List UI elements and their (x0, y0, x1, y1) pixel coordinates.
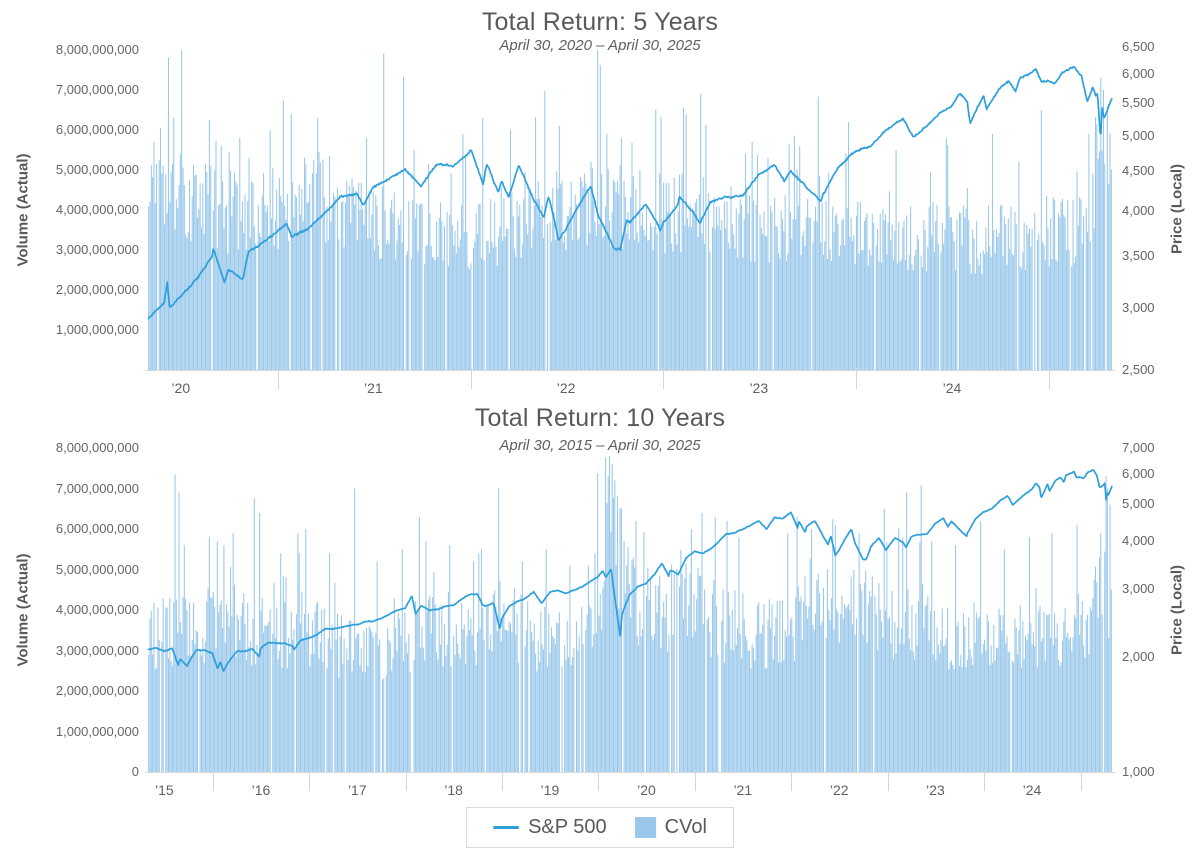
volume-tick-label: 2,000,000,000 (55, 683, 139, 698)
volume-tick-label: 0 (131, 764, 139, 779)
legend-label-cvol: CVol (664, 816, 707, 838)
volume-tick-label: 5,000,000,000 (55, 162, 139, 177)
price-tick-label: 4,000 (1122, 203, 1155, 219)
year-label: ’20 (637, 782, 656, 798)
price-tick-label: 2,000 (1122, 648, 1155, 664)
price-tick-label: 5,000 (1122, 127, 1155, 143)
price-tick-label: 5,000 (1122, 496, 1155, 512)
year-label: ’20 (171, 380, 191, 396)
year-label: ’23 (926, 782, 945, 798)
year-label: ’19 (540, 782, 560, 798)
volume-tick-label: 3,000,000,000 (55, 242, 139, 257)
year-label: ’22 (829, 782, 849, 798)
volume-tick-label: 6,000,000,000 (55, 122, 139, 137)
volume-tick-label: 1,000,000,000 (55, 723, 139, 739)
year-label: ’22 (556, 380, 576, 396)
legend-label-sp500: S&P 500 (528, 816, 607, 838)
year-label: ’24 (942, 380, 962, 396)
chart-5y-price-axis-title: Price (Local) (1168, 163, 1186, 255)
volume-tick-label: 8,000,000,000 (55, 440, 139, 455)
year-label: ’21 (733, 782, 753, 798)
chart-10y-price-axis-title: Price (Local) (1168, 564, 1186, 656)
volume-tick-label: 7,000,000,000 (55, 82, 139, 97)
price-tick-label: 3,500 (1122, 248, 1155, 264)
price-tick-label: 6,000 (1122, 465, 1155, 481)
volume-tick-label: 1,000,000,000 (55, 322, 139, 337)
price-tick-label: 7,000 (1122, 440, 1155, 455)
chart-legend: S&P 500 CVol (466, 807, 734, 848)
price-tick-label: 5,500 (1122, 95, 1155, 111)
price-tick-label: 6,000 (1122, 66, 1155, 82)
legend-item-sp500[interactable]: S&P 500 (493, 816, 607, 839)
year-label: ’17 (347, 782, 367, 798)
volume-tick-label: 3,000,000,000 (55, 642, 139, 658)
year-label: ’23 (749, 380, 769, 396)
bar-series-swatch-icon (634, 817, 656, 838)
volume-tick-label: 4,000,000,000 (55, 602, 139, 617)
price-tick-label: 2,500 (1122, 362, 1155, 377)
year-label: ’16 (251, 782, 271, 798)
line-series-swatch-icon (493, 826, 520, 829)
price-tick-label: 6,500 (1122, 39, 1155, 54)
chart-5y-subtitle: April 30, 2020 – April 30, 2025 (499, 37, 701, 54)
volume-tick-label: 4,000,000,000 (55, 202, 139, 217)
price-tick-label: 3,000 (1122, 581, 1155, 597)
volume-tick-label: 8,000,000,000 (55, 42, 139, 57)
chart-5y-title: Total Return: 5 Years (481, 8, 719, 36)
year-label: ’24 (1022, 782, 1042, 798)
price-tick-label: 4,500 (1122, 163, 1155, 179)
volume-tick-label: 6,000,000,000 (55, 521, 139, 536)
price-tick-label: 1,000 (1122, 764, 1155, 779)
chart-10y-subtitle: April 30, 2015 – April 30, 2025 (499, 437, 701, 454)
volume-tick-label: 5,000,000,000 (55, 561, 139, 577)
price-tick-label: 3,000 (1122, 300, 1155, 316)
chart-10y-title: Total Return: 10 Years (474, 404, 726, 432)
legend-item-cvol[interactable]: CVol (634, 816, 707, 839)
volume-tick-label: 7,000,000,000 (55, 480, 139, 496)
year-label: ’15 (155, 782, 174, 798)
price-tick-label: 4,000 (1122, 533, 1155, 549)
volume-tick-label: 2,000,000,000 (55, 282, 139, 297)
year-label: ’18 (444, 782, 463, 798)
year-label: ’21 (364, 380, 383, 396)
